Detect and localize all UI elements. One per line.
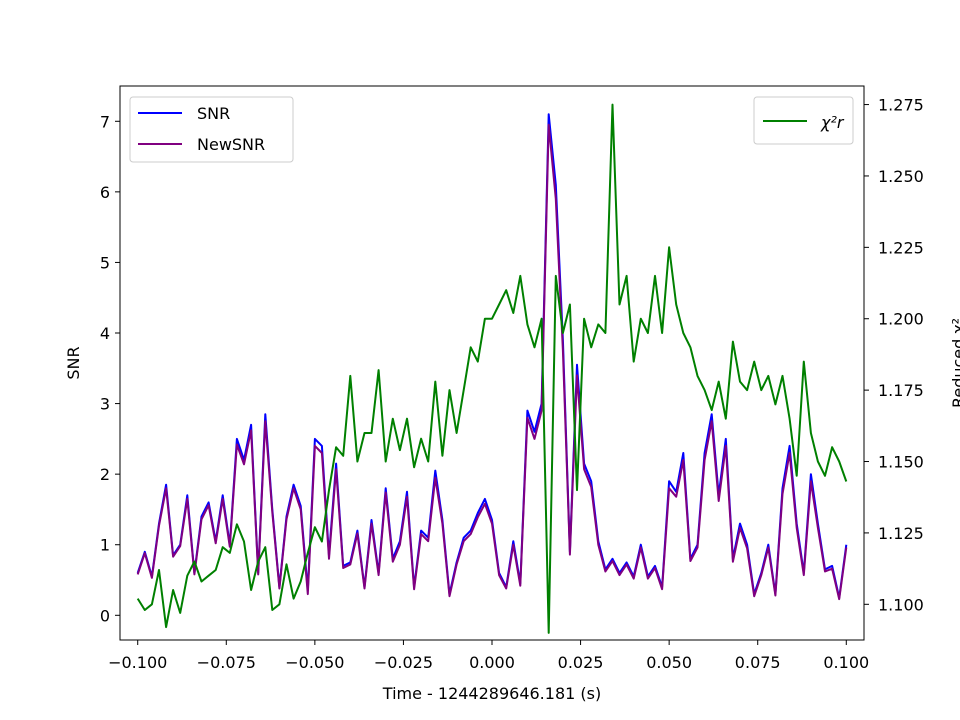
y2-tick-label: 1.250 xyxy=(878,167,924,186)
y-tick-label: 6 xyxy=(100,183,110,202)
y2-tick-label: 1.200 xyxy=(878,310,924,329)
y-tick-label: 1 xyxy=(100,536,110,555)
y-axis-right: 1.100 1.125 1.150 1.175 1.200 1.225 1.250 1.275 xyxy=(864,96,924,614)
y-tick-label: 2 xyxy=(100,465,110,484)
y-tick-label: 7 xyxy=(100,112,110,131)
legend-label-chi2: χ²r xyxy=(820,113,845,132)
series-line-chi2 xyxy=(136,103,848,634)
y2-tick-label: 1.175 xyxy=(878,381,924,400)
x-axis-label: Time - 1244289646.181 (s) xyxy=(382,684,601,703)
x-tick-label: 0.000 xyxy=(469,653,515,672)
y-axis-label: SNR xyxy=(64,346,83,379)
x-tick-label: 0.100 xyxy=(823,653,869,672)
x-tick-label: 0.025 xyxy=(558,653,604,672)
legend-right: χ²r xyxy=(753,96,854,145)
y2-tick-label: 1.100 xyxy=(878,595,924,614)
y-tick-label: 5 xyxy=(100,253,110,272)
y-axis-left: 0 1 2 3 4 5 6 7 xyxy=(100,112,120,625)
x-tick-label: −0.050 xyxy=(285,653,344,672)
x-tick-label: −0.075 xyxy=(197,653,256,672)
legend-label-newsnr: NewSNR xyxy=(197,135,265,154)
x-tick-label: −0.025 xyxy=(374,653,433,672)
y2-tick-label: 1.275 xyxy=(878,96,924,115)
y-tick-label: 3 xyxy=(100,395,110,414)
y-tick-label: 4 xyxy=(100,324,110,343)
y-tick-label: 0 xyxy=(100,606,110,625)
x-axis: −0.100 −0.075 −0.050 −0.025 0.000 0.025 0.050 0… xyxy=(108,640,869,672)
y2-tick-label: 1.125 xyxy=(878,524,924,543)
series-line-newsnr xyxy=(136,123,848,601)
legend-left: SNR NewSNR xyxy=(129,96,294,163)
plot-lines xyxy=(136,103,848,634)
y2-tick-label: 1.150 xyxy=(878,453,924,472)
x-tick-label: 0.050 xyxy=(646,653,692,672)
x-tick-label: 0.075 xyxy=(735,653,781,672)
y2-tick-label: 1.225 xyxy=(878,238,924,257)
legend-label-snr: SNR xyxy=(197,104,230,123)
y2-axis-label: Reduced χ² xyxy=(949,318,960,408)
x-tick-label: −0.100 xyxy=(108,653,167,672)
